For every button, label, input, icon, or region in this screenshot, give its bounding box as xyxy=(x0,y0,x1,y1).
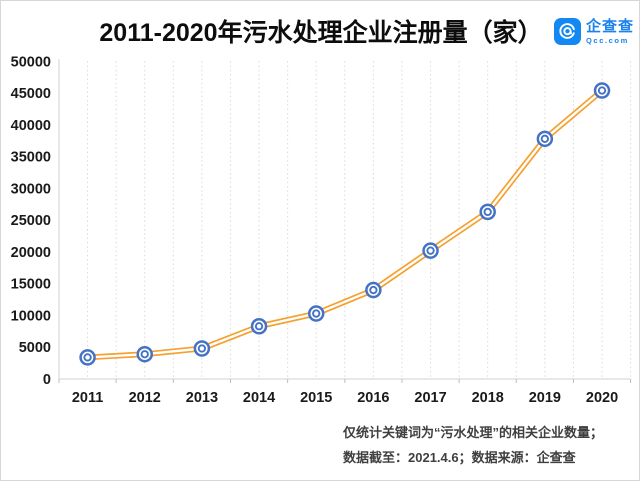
x-axis-tick-label: 2011 xyxy=(72,390,103,406)
x-axis-tick-label: 2019 xyxy=(529,390,561,406)
x-axis-tick-label: 2013 xyxy=(186,390,218,406)
y-axis-tick-label: 5000 xyxy=(19,340,51,356)
qcc-logo: 企查查 Qcc.com xyxy=(553,18,634,45)
y-axis-tick-label: 0 xyxy=(43,372,51,388)
y-axis-tick-label: 50000 xyxy=(11,54,51,70)
y-axis-tick-label: 15000 xyxy=(11,277,51,293)
data-point-marker-inner xyxy=(312,309,321,318)
chart-title: 2011-2020年污水处理企业注册量（家） xyxy=(99,19,543,47)
qcc-logo-text: 企查查 Qcc.com xyxy=(586,19,634,45)
qcc-logo-icon xyxy=(553,18,581,45)
data-point-marker-inner xyxy=(197,344,207,353)
qcc-logo-domain: Qcc.com xyxy=(585,35,629,45)
x-axis-tick-label: 2015 xyxy=(300,390,332,406)
y-axis-tick-label: 10000 xyxy=(11,308,51,324)
y-axis-tick-label: 30000 xyxy=(11,181,51,197)
x-axis-tick-label: 2016 xyxy=(357,390,389,406)
x-axis-tick-label: 2012 xyxy=(129,390,161,406)
data-point-marker-inner xyxy=(140,350,149,359)
footer-note-source: 数据截至：2021.4.6；数据来源：企查查 xyxy=(343,450,576,465)
series-line-core xyxy=(86,89,604,359)
y-axis-tick-label: 20000 xyxy=(11,245,51,261)
data-point-marker-inner xyxy=(540,134,550,143)
footer-note-scope: 仅统计关键词为“污水处理”的相关企业数量； xyxy=(343,425,604,440)
data-point-marker-inner xyxy=(483,207,492,217)
data-point-marker-inner xyxy=(426,246,435,255)
x-axis-tick-label: 2020 xyxy=(586,390,618,406)
x-axis-tick-label: 2018 xyxy=(472,390,504,406)
x-axis-tick-label: 2017 xyxy=(414,390,446,406)
data-point-marker-inner xyxy=(597,86,607,95)
x-axis-tick-label: 2014 xyxy=(243,390,275,406)
data-point-marker-inner xyxy=(83,353,92,362)
data-point-marker-inner xyxy=(254,322,264,331)
qcc-logo-name: 企查查 xyxy=(585,17,634,35)
header: 2011-2020年污水处理企业注册量（家） 企查查 Qcc.com xyxy=(1,1,639,53)
y-axis-tick-label: 35000 xyxy=(11,150,51,166)
y-axis-tick-label: 25000 xyxy=(11,213,51,229)
y-axis-tick-label: 45000 xyxy=(11,86,51,102)
data-point-marker-inner xyxy=(369,285,378,295)
y-axis-tick-label: 40000 xyxy=(11,118,51,134)
